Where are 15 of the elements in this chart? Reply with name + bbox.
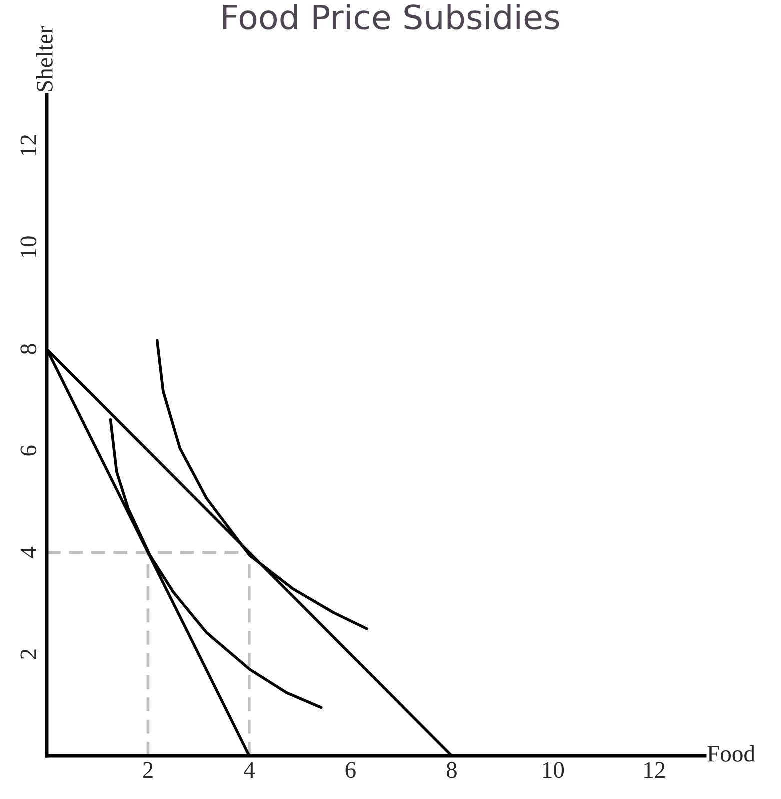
y-tick-label: 6 (20, 446, 37, 456)
x-tick-label: 2 (143, 762, 153, 778)
x-axis-title: Food (708, 745, 756, 762)
y-tick-label: 2 (20, 650, 36, 660)
y-tick-label: 4 (20, 547, 36, 558)
chart-title: Food Price Subsidies (223, 4, 560, 30)
y-tick-label: 12 (20, 135, 36, 156)
y-tick-label: 8 (20, 344, 37, 354)
y-axis-title: Shelter (36, 26, 53, 92)
y-tick-label: 10 (20, 236, 37, 258)
x-tick-label: 10 (543, 762, 564, 778)
x-tick-label: 4 (244, 762, 255, 778)
x-tick-label: 6 (346, 762, 356, 778)
x-tick-label: 12 (644, 762, 665, 778)
x-tick-label: 8 (446, 762, 457, 778)
